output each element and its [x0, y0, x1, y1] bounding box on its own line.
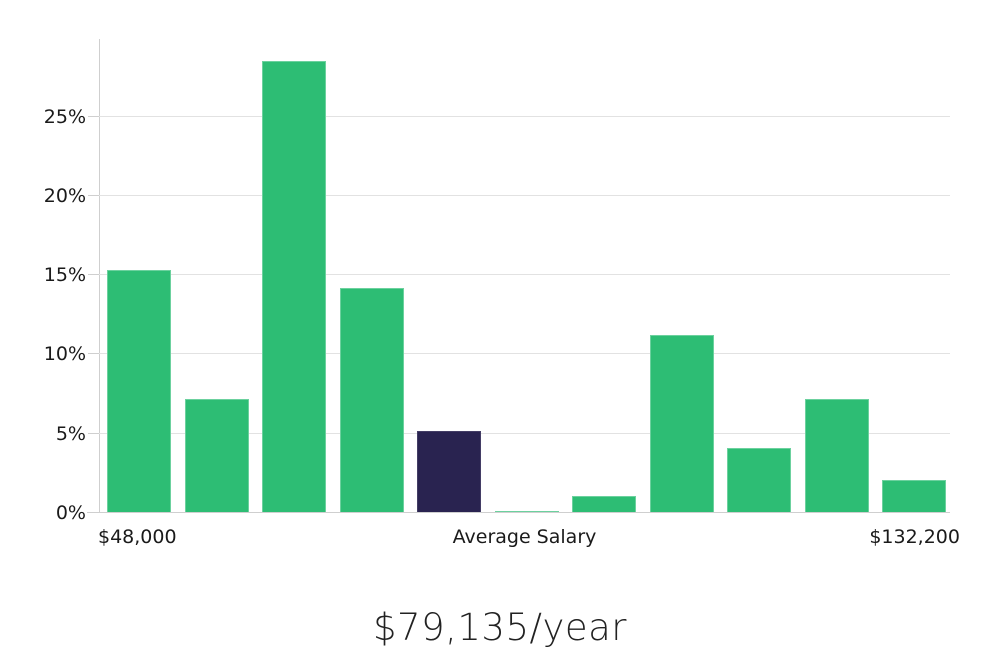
- bar-salary-bin-6: [572, 495, 636, 513]
- y-axis-tick-label: 5%: [55, 422, 86, 445]
- y-axis-tick: [88, 194, 99, 196]
- y-axis-tick-label: 10%: [43, 343, 86, 366]
- average-salary-value: $79,135/year: [372, 606, 627, 649]
- bar-salary-bin-9: [804, 398, 869, 513]
- bar-salary-bin-1: [184, 398, 249, 513]
- y-axis-tick-label: 0%: [55, 502, 86, 524]
- y-axis-tick-label: 25%: [43, 105, 86, 128]
- gridline-15-percent: [99, 274, 950, 276]
- gridline-10-percent: [99, 353, 950, 355]
- bar-salary-bin-10: [882, 479, 946, 513]
- bar-salary-bin-0: [107, 270, 171, 513]
- bar-salary-bin-2: [262, 61, 326, 513]
- y-axis-tick: [88, 432, 99, 434]
- bar-salary-bin-8: [727, 448, 791, 513]
- gridline-25-percent: [99, 115, 950, 117]
- y-axis-tick: [88, 274, 99, 276]
- y-axis-tick: [88, 353, 99, 355]
- gridline-20-percent: [99, 194, 950, 196]
- bar-salary-bin-7: [649, 335, 714, 513]
- x-axis-label-average-salary: Average Salary: [452, 526, 597, 548]
- y-axis-tick: [88, 115, 99, 117]
- bar-salary-bin-3: [339, 287, 404, 513]
- x-axis-label-max-salary: $132,200: [869, 526, 960, 548]
- x-axis-label-min-salary: $48,000: [98, 526, 177, 548]
- x-axis-baseline: [87, 512, 950, 513]
- y-axis-tick-label: 20%: [43, 184, 86, 207]
- plot-area: $48,000 Average Salary $132,200 0% 5% 10% 1…: [44, 39, 960, 548]
- gridline-5-percent: [99, 432, 950, 434]
- y-axis-tick-label: 15%: [43, 264, 86, 287]
- bar-average-salary: [417, 430, 481, 513]
- y-axis-line: [99, 39, 100, 513]
